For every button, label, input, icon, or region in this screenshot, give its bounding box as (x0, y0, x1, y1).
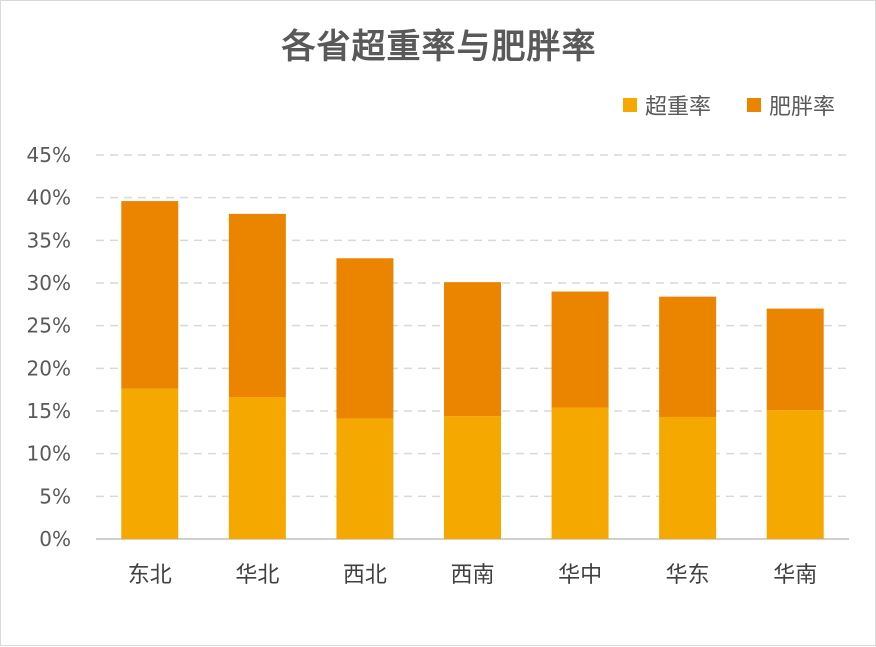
x-tick-label: 华北 (235, 563, 279, 588)
x-tick-label: 西北 (343, 563, 387, 588)
y-tick-label: 30% (27, 271, 71, 295)
bar-overweight (766, 410, 824, 539)
bar-overweight (444, 416, 501, 539)
x-tick-label: 华东 (666, 563, 710, 588)
bar-overweight (121, 388, 179, 539)
y-tick-label: 25% (27, 314, 71, 338)
bar-obesity (444, 282, 501, 417)
legend-item-obesity: 肥胖率 (746, 89, 835, 121)
y-tick-label: 20% (27, 356, 71, 380)
y-tick-label: 0% (39, 527, 71, 551)
bar-overweight (336, 418, 394, 539)
bar-obesity (659, 296, 717, 417)
bar-obesity (336, 258, 394, 419)
x-tick-label: 西南 (450, 563, 494, 588)
y-tick-label: 15% (27, 399, 71, 423)
x-tick-label: 华南 (773, 563, 817, 588)
legend-label-overweight: 超重率 (644, 95, 711, 120)
y-tick-label: 5% (39, 484, 71, 508)
legend: 超重率 肥胖率 (622, 89, 835, 121)
legend-item-overweight: 超重率 (622, 89, 711, 121)
chart-title: 各省超重率与肥胖率 (281, 27, 597, 67)
x-tick-label: 华中 (558, 563, 602, 588)
bar-obesity (766, 308, 824, 411)
bar-overweight (659, 416, 717, 539)
y-tick-label: 10% (27, 442, 71, 466)
legend-swatch-obesity (746, 98, 761, 112)
legend-label-obesity: 肥胖率 (768, 95, 835, 120)
legend-swatch-overweight (622, 98, 637, 112)
bar-obesity (551, 291, 609, 408)
y-tick-label: 35% (27, 228, 71, 252)
y-tick-label: 40% (27, 186, 71, 210)
bar-obesity (228, 213, 286, 398)
x-tick-label: 东北 (128, 563, 172, 588)
y-tick-label: 45% (27, 143, 71, 167)
bar-overweight (228, 397, 286, 539)
bar-overweight (551, 407, 609, 539)
bar-obesity (121, 201, 179, 389)
